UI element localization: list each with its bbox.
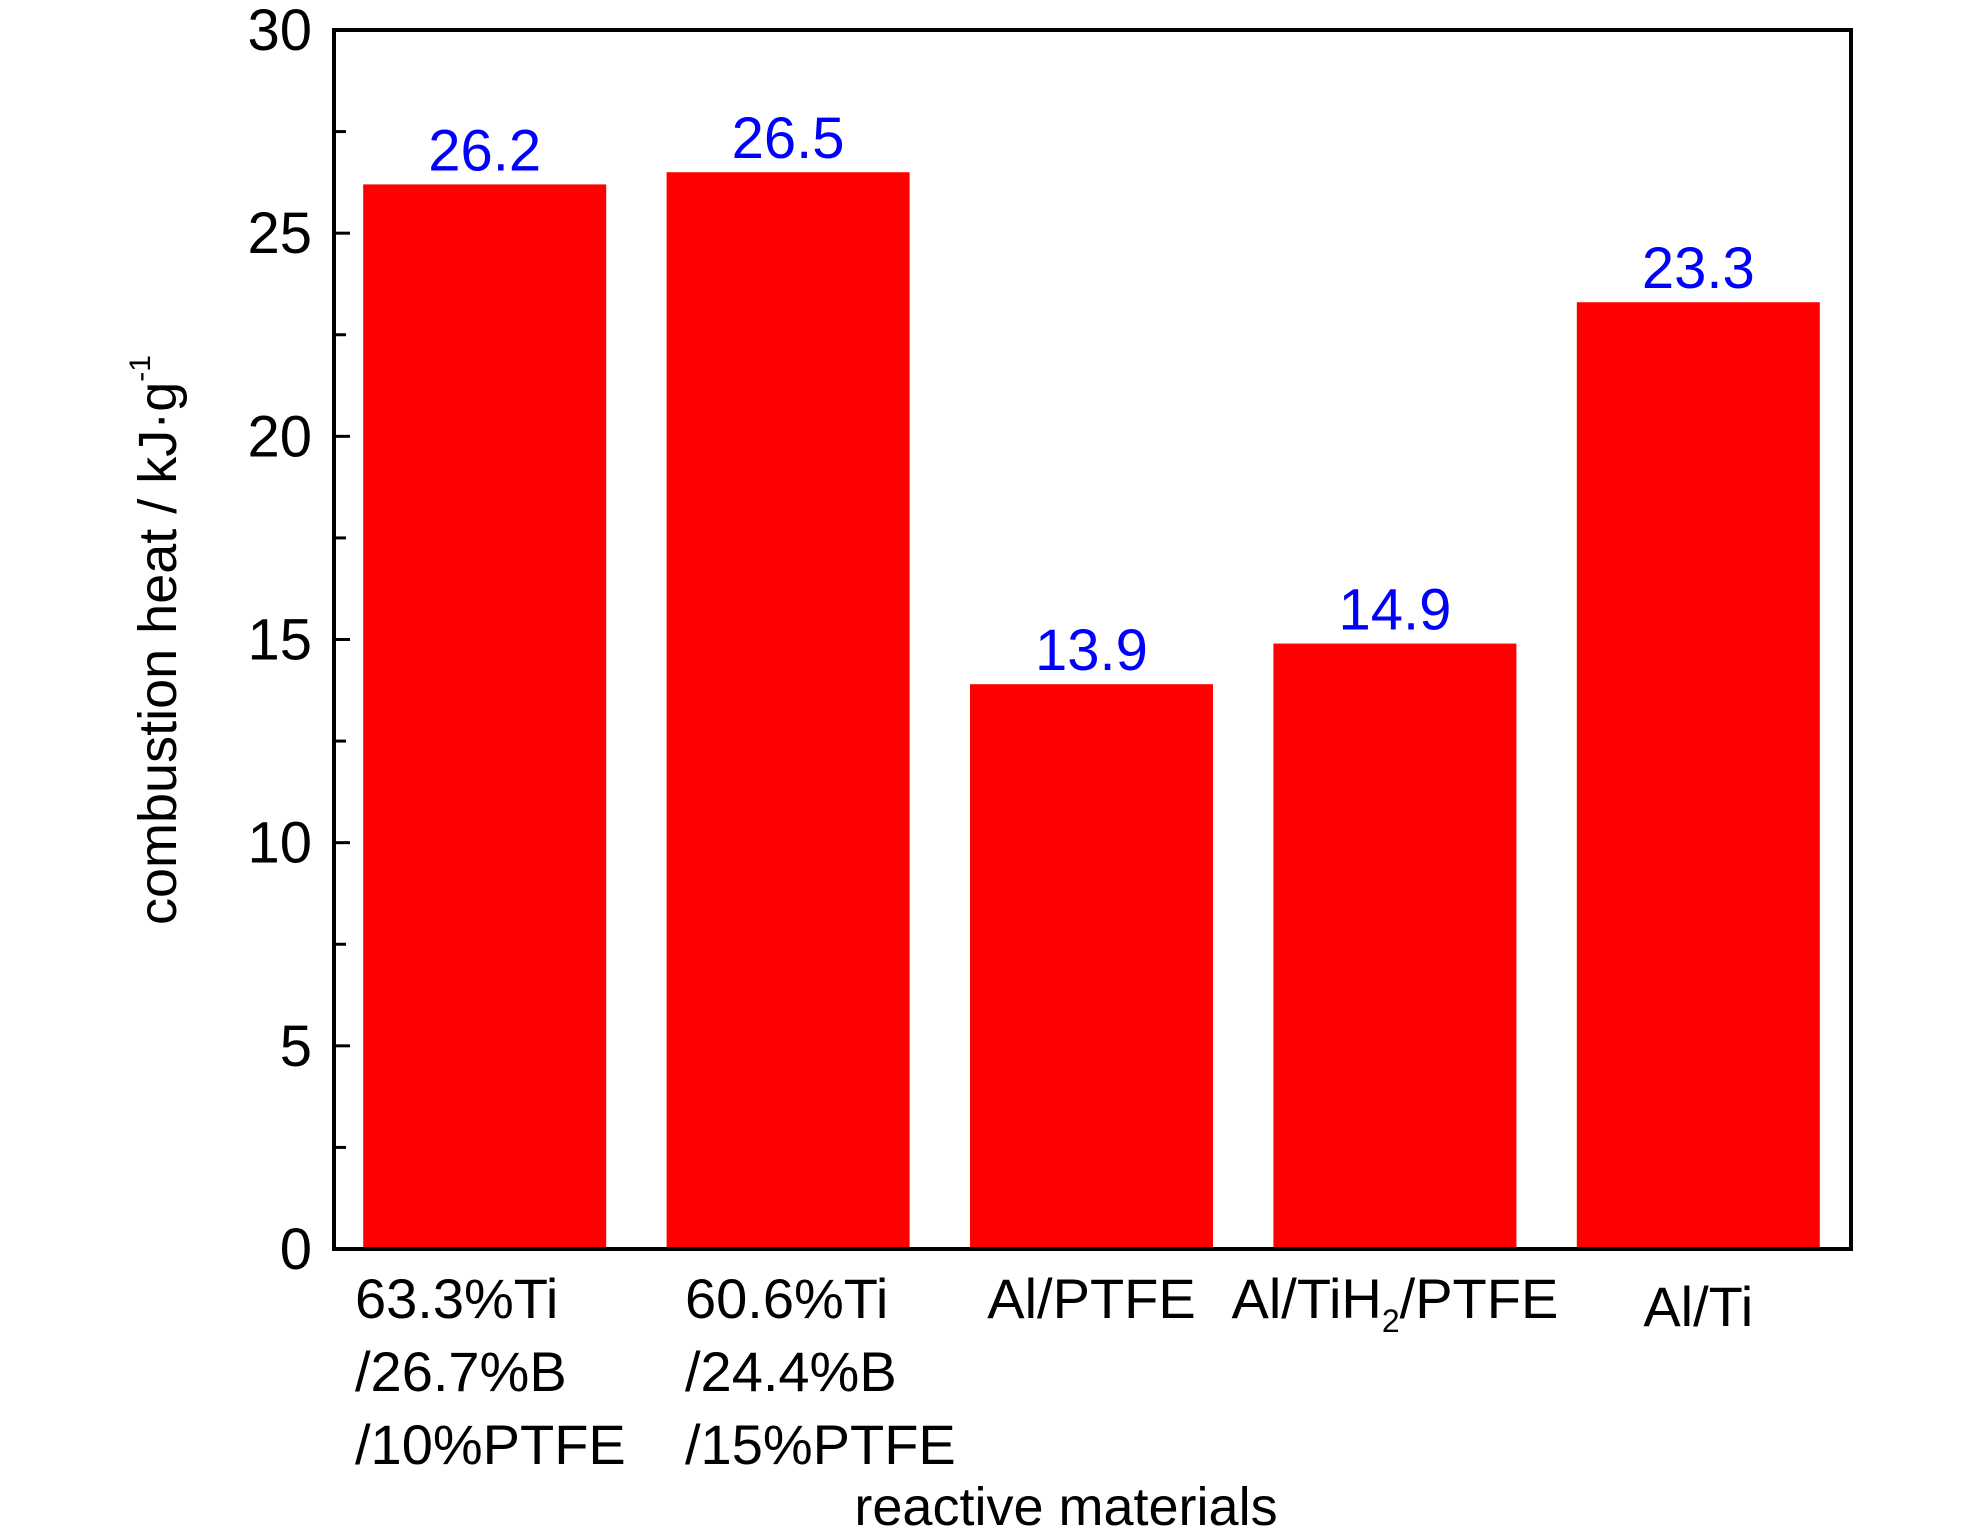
- x-category-label: Al/Ti: [1643, 1275, 1753, 1338]
- y-axis-label-main: combustion heat / kJ·g: [128, 382, 188, 925]
- y-axis-label: combustion heat / kJ·g-1: [124, 355, 188, 925]
- y-tick-label: 0: [280, 1217, 312, 1282]
- bar: [363, 184, 607, 1250]
- bar-value-label: 26.2: [428, 118, 541, 183]
- bar: [1273, 643, 1517, 1249]
- x-axis-label: reactive materials: [854, 1477, 1277, 1535]
- y-tick-label: 30: [247, 0, 312, 63]
- x-category-label: /24.4%B: [685, 1340, 897, 1403]
- x-category-label: /10%PTFE: [355, 1413, 626, 1476]
- bar-value-label: 26.5: [732, 106, 845, 171]
- y-tick-label: 20: [247, 404, 312, 469]
- y-axis-label-sup: -1: [124, 355, 157, 382]
- y-tick-label: 5: [280, 1014, 312, 1079]
- bar: [1576, 302, 1820, 1249]
- plot-frame: [332, 28, 1853, 1251]
- x-category-label: Al/PTFE: [987, 1267, 1195, 1330]
- bar-value-label: 14.9: [1338, 578, 1451, 643]
- x-category-label: /15%PTFE: [685, 1413, 956, 1476]
- x-category-label: Al/TiH2/PTFE: [1231, 1267, 1558, 1339]
- y-tick-label: 15: [247, 608, 312, 673]
- x-category-label: 60.6%Ti: [685, 1267, 888, 1330]
- bar-value-label: 23.3: [1642, 236, 1755, 301]
- bar-value-label: 13.9: [1035, 618, 1148, 683]
- y-tick-label: 25: [247, 201, 312, 266]
- x-category-label: /26.7%B: [355, 1340, 567, 1403]
- y-tick-label: 10: [247, 811, 312, 876]
- bar: [666, 172, 910, 1249]
- bar: [970, 684, 1213, 1249]
- x-category-label: 63.3%Ti: [355, 1267, 558, 1330]
